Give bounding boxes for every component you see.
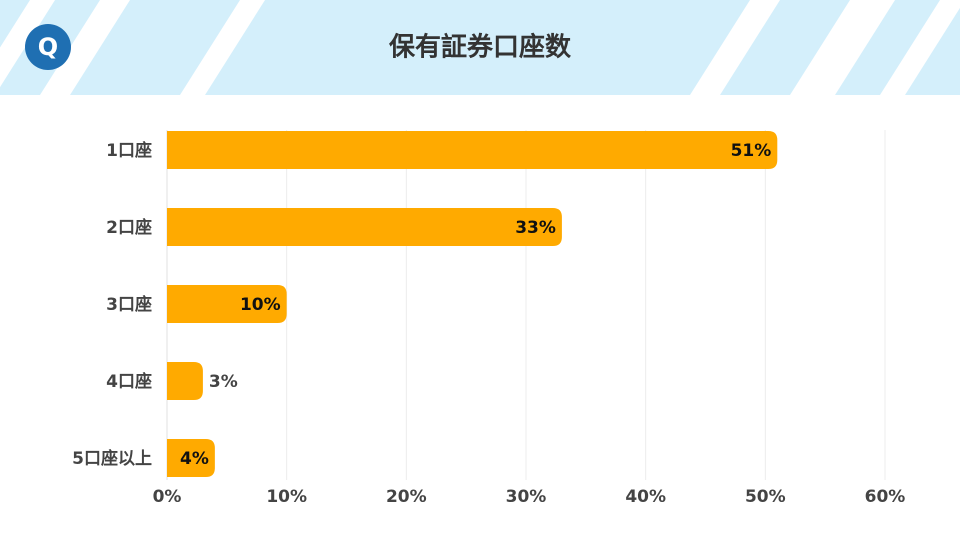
logo: Q — [38, 33, 58, 61]
y-tick-label: 5口座以上 — [72, 448, 152, 469]
x-tick-label: 40% — [625, 487, 666, 507]
x-tick-label: 60% — [865, 487, 906, 507]
y-tick-label: 4口座 — [106, 371, 152, 392]
y-tick-label: 1口座 — [106, 140, 152, 161]
bar — [167, 208, 562, 246]
bar — [167, 362, 203, 400]
y-tick-label: 3口座 — [106, 294, 152, 315]
header-stripes — [0, 0, 960, 95]
x-tick-label: 30% — [506, 487, 547, 507]
y-tick-label: 2口座 — [106, 217, 152, 238]
value-label: 4% — [180, 449, 209, 469]
x-tick-label: 20% — [386, 487, 427, 507]
value-label: 51% — [731, 141, 772, 161]
logo-circle — [25, 24, 71, 70]
x-tick-label: 10% — [266, 487, 307, 507]
bar — [167, 131, 778, 169]
chart-title: 保有証券口座数 — [388, 32, 572, 63]
value-label: 10% — [240, 295, 281, 315]
value-label: 3% — [209, 372, 238, 392]
x-tick-label: 0% — [153, 487, 182, 507]
x-tick-label: 50% — [745, 487, 786, 507]
bar — [167, 285, 287, 323]
bar — [167, 439, 215, 477]
value-label: 33% — [515, 218, 556, 238]
